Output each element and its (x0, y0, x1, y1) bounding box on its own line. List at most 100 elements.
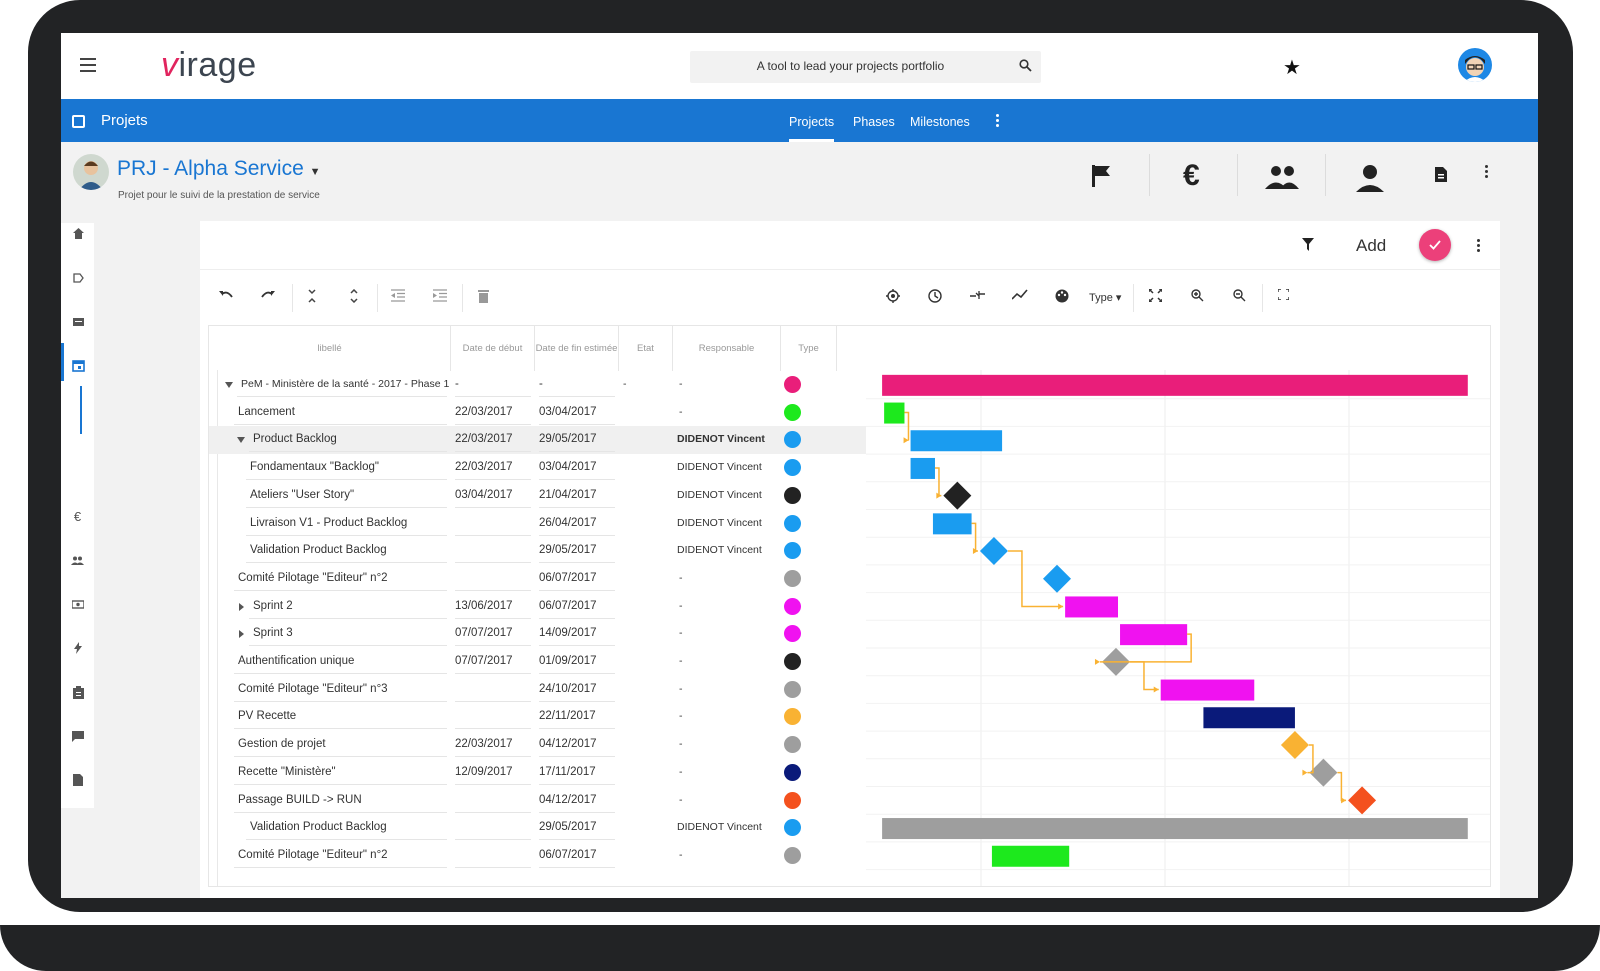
gantt-bar[interactable] (1065, 596, 1119, 618)
group-icon[interactable] (71, 556, 84, 565)
calendar-icon[interactable] (72, 359, 85, 372)
favorite-star-icon[interactable]: ★ (1283, 57, 1301, 79)
expand-row-icon[interactable] (239, 630, 244, 639)
col-start-header[interactable]: Date de début (451, 326, 535, 371)
collapse-row-icon[interactable] (237, 437, 245, 444)
type-color-dot[interactable] (784, 625, 801, 643)
type-color-dot[interactable] (784, 597, 801, 615)
gantt-milestone[interactable] (1042, 564, 1071, 593)
undo-icon[interactable] (218, 289, 234, 301)
gantt-bar[interactable] (932, 513, 972, 535)
indent-icon[interactable] (433, 289, 447, 302)
euro-icon[interactable]: € (1183, 159, 1200, 192)
gantt-bar[interactable] (991, 845, 1070, 867)
trend-icon[interactable] (1012, 289, 1028, 301)
tab-milestones[interactable]: Milestones (910, 115, 970, 129)
type-color-dot[interactable] (784, 653, 801, 670)
redo-icon[interactable] (260, 289, 276, 301)
table-row[interactable]: PeM - Ministère de la santé - 2017 - Pha… (209, 371, 866, 399)
file-icon[interactable] (73, 774, 83, 786)
delete-icon[interactable] (478, 289, 489, 303)
palette-icon[interactable] (1055, 289, 1069, 303)
table-row[interactable]: Comité Pilotage "Editeur" n°2 06/07/2017 - (209, 842, 866, 870)
gantt-bar[interactable] (1160, 679, 1255, 701)
table-row[interactable]: Sprint 2 13/06/2017 06/07/2017 - (209, 593, 866, 621)
more-options-icon[interactable] (1485, 165, 1489, 180)
col-type-header[interactable]: Type (781, 326, 837, 371)
gantt-bar[interactable] (1203, 707, 1295, 729)
gantt-milestone[interactable] (1280, 730, 1309, 759)
type-color-dot[interactable] (784, 791, 801, 809)
type-color-dot[interactable] (784, 846, 801, 864)
filter-icon[interactable] (1302, 238, 1314, 251)
gantt-bar[interactable] (882, 374, 1468, 396)
gantt-milestone[interactable] (979, 537, 1008, 566)
table-row[interactable]: PV Recette 22/11/2017 - (209, 703, 866, 731)
chat-icon[interactable] (72, 731, 84, 742)
gantt-milestone[interactable] (943, 481, 972, 510)
add-button[interactable]: Add (1356, 236, 1387, 255)
type-dropdown[interactable]: Type ▾ (1089, 292, 1122, 304)
type-color-dot[interactable] (784, 680, 801, 698)
group-icon[interactable] (1264, 164, 1300, 190)
table-row[interactable]: Sprint 3 07/07/2017 14/09/2017 - (209, 620, 866, 648)
table-row[interactable]: Gestion de projet 22/03/2017 04/12/2017 - (209, 731, 866, 759)
type-color-dot[interactable] (784, 569, 801, 587)
validate-button[interactable] (1419, 229, 1451, 261)
menu-icon[interactable] (80, 58, 96, 72)
expand-icon[interactable] (349, 289, 359, 303)
expand-row-icon[interactable] (239, 602, 244, 611)
virage-logo[interactable]: virage (161, 46, 257, 84)
panel-more-icon[interactable] (1477, 239, 1481, 254)
search-icon[interactable] (1019, 59, 1032, 72)
type-color-dot[interactable] (784, 376, 801, 393)
table-row[interactable]: Fondamentaux "Backlog" 22/03/2017 03/04/20… (209, 454, 866, 482)
more-tabs-icon[interactable] (996, 114, 1000, 129)
gantt-milestone[interactable] (1348, 786, 1377, 815)
type-color-dot[interactable] (784, 431, 801, 449)
money-icon[interactable] (72, 600, 84, 609)
table-row[interactable]: Authentification unique 07/07/2017 01/09/2… (209, 648, 866, 676)
table-row[interactable]: Livraison V1 - Product Backlog 26/04/2017… (209, 510, 866, 538)
person-icon[interactable] (1356, 164, 1384, 192)
type-color-dot[interactable] (784, 763, 801, 781)
col-label-header[interactable]: libellé (209, 326, 451, 371)
gantt-milestone[interactable] (1309, 758, 1338, 787)
table-row[interactable]: Recette "Ministère" 12/09/2017 17/11/2017 - (209, 759, 866, 787)
table-row[interactable]: Passage BUILD -> RUN 04/12/2017 - (209, 787, 866, 815)
collapse-icon[interactable] (307, 289, 317, 303)
search-bar[interactable]: A tool to lead your projects portfolio (690, 51, 1041, 83)
home-icon[interactable] (73, 228, 84, 239)
tab-projects[interactable]: Projects (789, 115, 835, 142)
type-color-dot[interactable] (784, 459, 801, 477)
clock-icon[interactable] (928, 289, 942, 303)
document-icon[interactable] (1435, 167, 1447, 182)
fit-icon[interactable] (1149, 289, 1162, 302)
table-row[interactable]: Comité Pilotage "Editeur" n°3 24/10/2017 - (209, 676, 866, 704)
col-owner-header[interactable]: Responsable (673, 326, 781, 371)
col-end-header[interactable]: Date de fin estimée (535, 326, 619, 371)
zoom-in-icon[interactable] (1191, 289, 1204, 302)
flash-icon[interactable] (74, 642, 82, 654)
gantt-bar[interactable] (882, 818, 1468, 840)
zoom-out-icon[interactable] (1233, 289, 1246, 302)
search-input[interactable]: A tool to lead your projects portfolio (756, 59, 945, 73)
type-color-dot[interactable] (784, 819, 801, 837)
user-avatar[interactable] (1458, 48, 1492, 82)
target-icon[interactable] (886, 289, 900, 303)
label-icon[interactable] (73, 273, 84, 283)
clipboard-icon[interactable] (73, 686, 84, 699)
fullscreen-icon[interactable] (1278, 289, 1289, 300)
type-color-dot[interactable] (784, 486, 801, 504)
gantt-bar[interactable] (884, 402, 905, 424)
table-row[interactable]: Comité Pilotage "Editeur" n°2 06/07/2017 - (209, 565, 866, 593)
type-color-dot[interactable] (784, 708, 801, 726)
type-color-dot[interactable] (784, 542, 801, 560)
project-title[interactable]: PRJ - Alpha Service ▼ (117, 157, 321, 180)
outdent-icon[interactable] (391, 289, 405, 302)
flag-icon[interactable] (1090, 164, 1112, 188)
table-row[interactable]: Validation Product Backlog 29/05/2017 DIDE… (209, 814, 866, 842)
table-row[interactable]: Ateliers "User Story" 03/04/2017 21/04/201… (209, 482, 866, 510)
table-row[interactable]: Validation Product Backlog 29/05/2017 DIDE… (209, 537, 866, 565)
gantt-bar[interactable] (1120, 624, 1188, 646)
